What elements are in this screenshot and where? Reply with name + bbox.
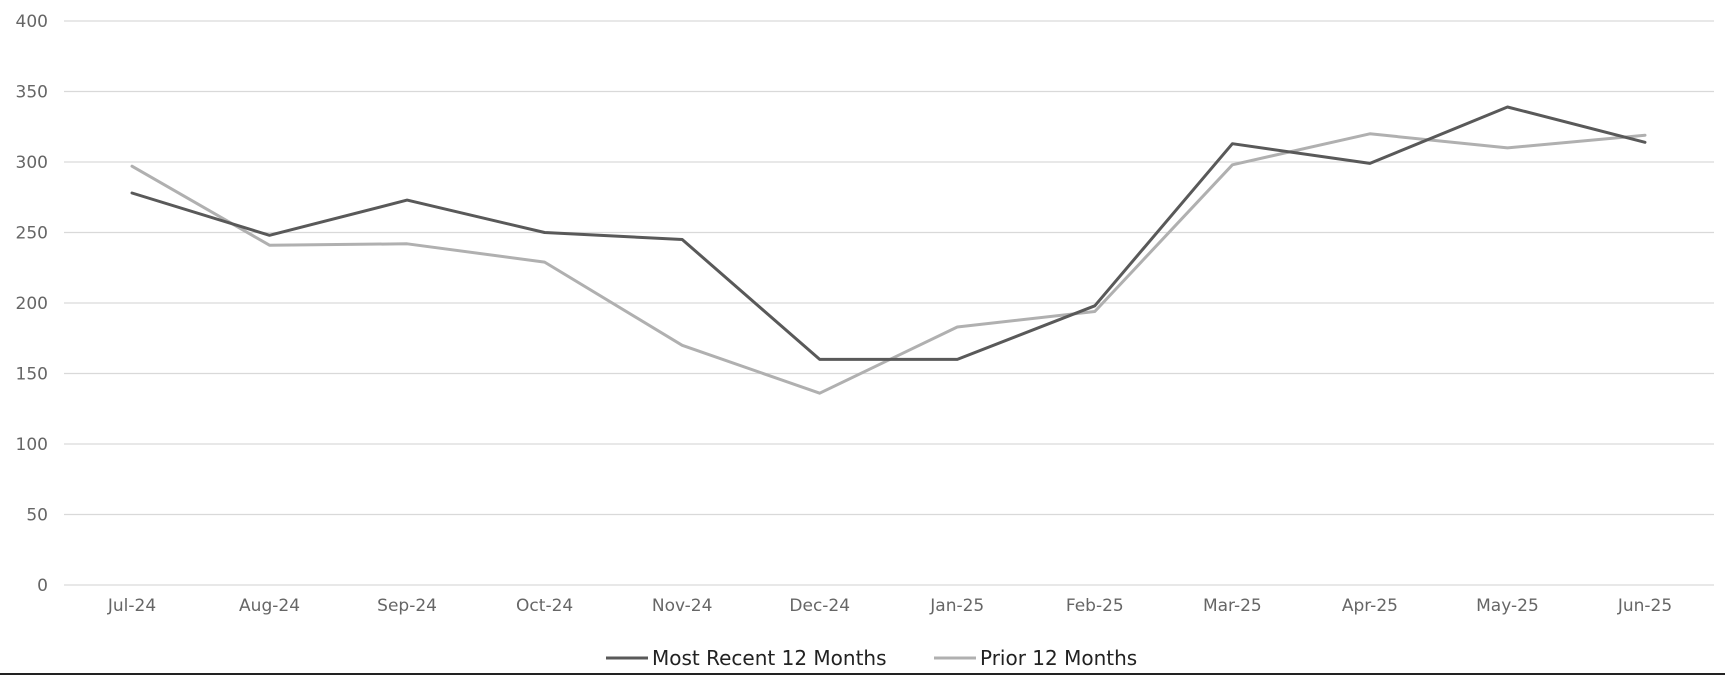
legend-label-2: Prior 12 Months (980, 646, 1137, 670)
series-line-1 (130, 105, 1647, 361)
y-tick-label: 250 (16, 224, 48, 244)
series-lines (130, 105, 1647, 395)
y-tick-label: 400 (16, 12, 48, 32)
y-axis-tick-labels: 0 50 100 150 200 250 300 350 400 (16, 12, 48, 596)
x-tick-label: Oct-24 (516, 596, 573, 616)
x-tick-label: Dec-24 (789, 596, 850, 616)
series-line-2 (130, 132, 1647, 395)
x-tick-label: Feb-25 (1066, 596, 1124, 616)
y-tick-label: 350 (16, 83, 48, 103)
y-tick-label: 150 (16, 365, 48, 385)
x-tick-label: Nov-24 (652, 596, 713, 616)
gridlines (64, 20, 1714, 586)
x-tick-label: Jan-25 (929, 596, 984, 616)
x-tick-label: Mar-25 (1203, 596, 1262, 616)
x-tick-label: Jun-25 (1617, 596, 1672, 616)
legend-label-1: Most Recent 12 Months (652, 646, 887, 670)
bottom-border (0, 673, 1725, 675)
y-tick-label: 50 (26, 506, 48, 526)
y-tick-label: 0 (37, 576, 48, 596)
legend: Most Recent 12 Months Prior 12 Months (606, 646, 1137, 670)
x-tick-label: May-25 (1476, 596, 1539, 616)
x-axis-tick-labels: Jul-24 Aug-24 Sep-24 Oct-24 Nov-24 Dec-24 Jan-… (107, 596, 1672, 616)
x-tick-label: Sep-24 (377, 596, 437, 616)
x-tick-label: Apr-25 (1342, 596, 1398, 616)
y-tick-label: 100 (16, 435, 48, 455)
y-tick-label: 300 (16, 153, 48, 173)
y-tick-label: 200 (16, 294, 48, 314)
x-tick-label: Aug-24 (239, 596, 300, 616)
x-tick-label: Jul-24 (107, 596, 156, 616)
